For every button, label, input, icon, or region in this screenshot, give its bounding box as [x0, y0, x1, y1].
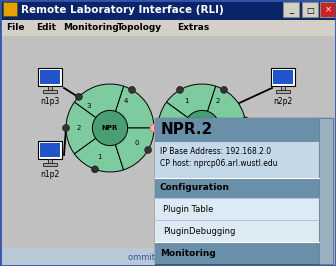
Bar	[38, 141, 62, 159]
Bar	[0, 0, 336, 20]
Text: 2: 2	[215, 98, 220, 104]
Circle shape	[154, 124, 162, 132]
Wedge shape	[74, 84, 124, 128]
Text: Topology: Topology	[117, 23, 162, 32]
Circle shape	[220, 86, 227, 93]
Bar	[48, 159, 52, 164]
Text: Configuration: Configuration	[160, 184, 230, 193]
Text: n2p2: n2p2	[274, 97, 293, 106]
Text: Monitoring: Monitoring	[160, 248, 216, 257]
Circle shape	[184, 110, 220, 146]
Text: NPR: NPR	[102, 125, 118, 131]
Text: ommit Con: ommit Con	[128, 252, 174, 261]
Bar	[38, 68, 62, 86]
Text: Plugin Table: Plugin Table	[163, 205, 213, 214]
Text: NPR: NPR	[194, 125, 210, 131]
Circle shape	[128, 86, 135, 93]
Bar	[271, 68, 295, 86]
Bar	[155, 178, 319, 198]
Wedge shape	[158, 102, 202, 154]
Text: 2: 2	[77, 125, 81, 131]
Bar	[43, 90, 57, 93]
Bar	[0, 248, 336, 266]
Bar	[302, 2, 318, 17]
Bar	[155, 242, 319, 264]
Text: Monitoring: Monitoring	[63, 23, 119, 32]
Text: CP host: nprcp06.arl.wustl.edu: CP host: nprcp06.arl.wustl.edu	[160, 160, 278, 168]
Text: n1p3: n1p3	[40, 97, 60, 106]
Bar	[3, 2, 17, 16]
Text: NPR.2: NPR.2	[161, 123, 213, 138]
Text: PluginDebugging: PluginDebugging	[163, 227, 236, 235]
Bar	[155, 220, 319, 242]
Wedge shape	[66, 102, 110, 154]
Bar	[0, 20, 336, 36]
Bar	[320, 2, 336, 17]
Text: 1: 1	[184, 98, 189, 104]
Text: Remote Laboratory Interface (RLI): Remote Laboratory Interface (RLI)	[21, 5, 224, 15]
Wedge shape	[74, 128, 124, 172]
Bar	[283, 2, 299, 17]
Bar	[276, 90, 290, 93]
Circle shape	[144, 147, 152, 153]
Circle shape	[157, 140, 164, 147]
Circle shape	[75, 93, 82, 100]
Bar	[273, 70, 293, 84]
Bar	[155, 142, 319, 178]
Circle shape	[242, 117, 249, 124]
Text: File: File	[6, 23, 25, 32]
Circle shape	[220, 163, 227, 170]
Text: 3: 3	[230, 120, 235, 126]
Text: n1p2: n1p2	[40, 170, 59, 179]
Bar	[48, 86, 52, 91]
Text: 3: 3	[86, 103, 90, 109]
Text: 1: 1	[97, 154, 102, 160]
Circle shape	[91, 166, 98, 173]
Circle shape	[62, 124, 70, 131]
Wedge shape	[202, 128, 246, 170]
Text: 4: 4	[215, 152, 220, 158]
Wedge shape	[166, 128, 216, 172]
Bar	[155, 118, 333, 142]
Text: ×: ×	[325, 6, 332, 15]
Circle shape	[176, 86, 183, 93]
Text: 4: 4	[123, 98, 128, 104]
Bar	[40, 143, 60, 157]
Wedge shape	[166, 84, 216, 128]
Wedge shape	[202, 86, 246, 128]
Bar	[43, 163, 57, 166]
Bar	[155, 118, 333, 264]
Text: IP Base Address: 192.168.2.0: IP Base Address: 192.168.2.0	[160, 147, 271, 156]
Text: □: □	[306, 6, 314, 15]
Text: 0: 0	[171, 136, 175, 142]
Wedge shape	[110, 128, 154, 170]
Text: Edit: Edit	[36, 23, 56, 32]
Circle shape	[150, 124, 158, 132]
Wedge shape	[110, 86, 154, 128]
Text: 0: 0	[134, 140, 139, 146]
Bar	[155, 198, 319, 220]
Bar	[281, 86, 285, 91]
Bar	[40, 70, 60, 84]
Text: Extras: Extras	[177, 23, 209, 32]
Bar	[0, 36, 336, 266]
Bar	[319, 118, 333, 264]
Text: _: _	[289, 6, 293, 15]
Circle shape	[92, 110, 128, 146]
